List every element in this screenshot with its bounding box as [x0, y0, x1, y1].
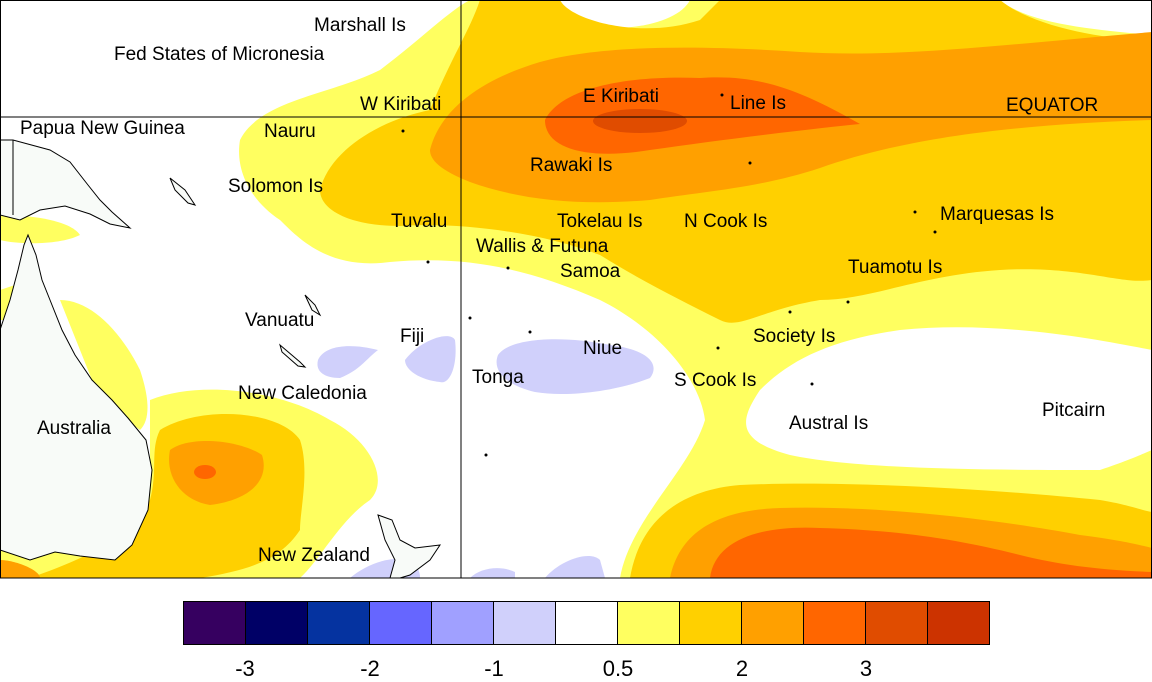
label-tonga: Tonga: [472, 367, 524, 388]
label-s-cook: S Cook Is: [674, 370, 757, 391]
colorbar-swatch: [804, 602, 866, 644]
contour-red: [593, 109, 687, 133]
colorbar-swatch: [556, 602, 618, 644]
colorbar-tick: 3: [859, 656, 873, 681]
anomaly-map: [0, 0, 1152, 579]
label-australia: Australia: [37, 418, 111, 439]
colorbar-swatch: [618, 602, 680, 644]
colorbar-swatch: [184, 602, 246, 644]
colorbar: [183, 601, 990, 645]
label-n-cook: N Cook Is: [684, 211, 768, 232]
colorbar-swatch: [432, 602, 494, 644]
label-niue: Niue: [583, 338, 623, 359]
colorbar-swatch: [246, 602, 308, 644]
label-vanuatu: Vanuatu: [245, 310, 315, 331]
islands: [401, 93, 937, 457]
label-tokelau: Tokelau Is: [557, 211, 643, 232]
label-society: Society Is: [753, 326, 836, 347]
label-pitcairn: Pitcairn: [1042, 400, 1106, 421]
label-marshall: Marshall Is: [314, 15, 406, 36]
label-e-kiribati: E Kiribati: [583, 86, 660, 107]
colorbar-tick: 2: [735, 656, 749, 681]
label-samoa: Samoa: [560, 261, 621, 282]
label-marquesas: Marquesas Is: [940, 204, 1055, 225]
label-line-is: Line Is: [730, 93, 786, 114]
label-png: Papua New Guinea: [20, 118, 185, 139]
colorbar-swatch: [308, 602, 370, 644]
colorbar-swatch: [742, 602, 804, 644]
label-austral: Austral Is: [789, 413, 869, 434]
label-new-zealand: New Zealand: [258, 545, 370, 566]
colorbar-swatch: [494, 602, 556, 644]
label-w-kiribati: W Kiribati: [360, 94, 442, 115]
label-micronesia: Fed States of Micronesia: [114, 44, 325, 65]
colorbar-tick: -1: [484, 656, 504, 681]
label-solomon: Solomon Is: [228, 176, 324, 197]
label-equator: EQUATOR: [1006, 95, 1099, 116]
label-rawaki: Rawaki Is: [530, 155, 613, 176]
colorbar-swatch: [680, 602, 742, 644]
colorbar-tick: -2: [360, 656, 380, 681]
label-fiji: Fiji: [400, 326, 425, 347]
label-wallis: Wallis & Futuna: [476, 236, 609, 257]
land: [0, 139, 442, 579]
colorbar-swatch: [928, 602, 989, 644]
label-nauru: Nauru: [264, 121, 316, 142]
colorbar-tick: 0.5: [602, 656, 634, 681]
label-tuvalu: Tuvalu: [391, 211, 448, 232]
colorbar-tick: -3: [235, 656, 255, 681]
label-new-caledonia: New Caledonia: [238, 383, 367, 404]
label-tuamotu: Tuamotu Is: [848, 257, 943, 278]
colorbar-swatch: [866, 602, 928, 644]
colorbar-swatch: [370, 602, 432, 644]
contour-dark-orange: [194, 77, 1152, 578]
